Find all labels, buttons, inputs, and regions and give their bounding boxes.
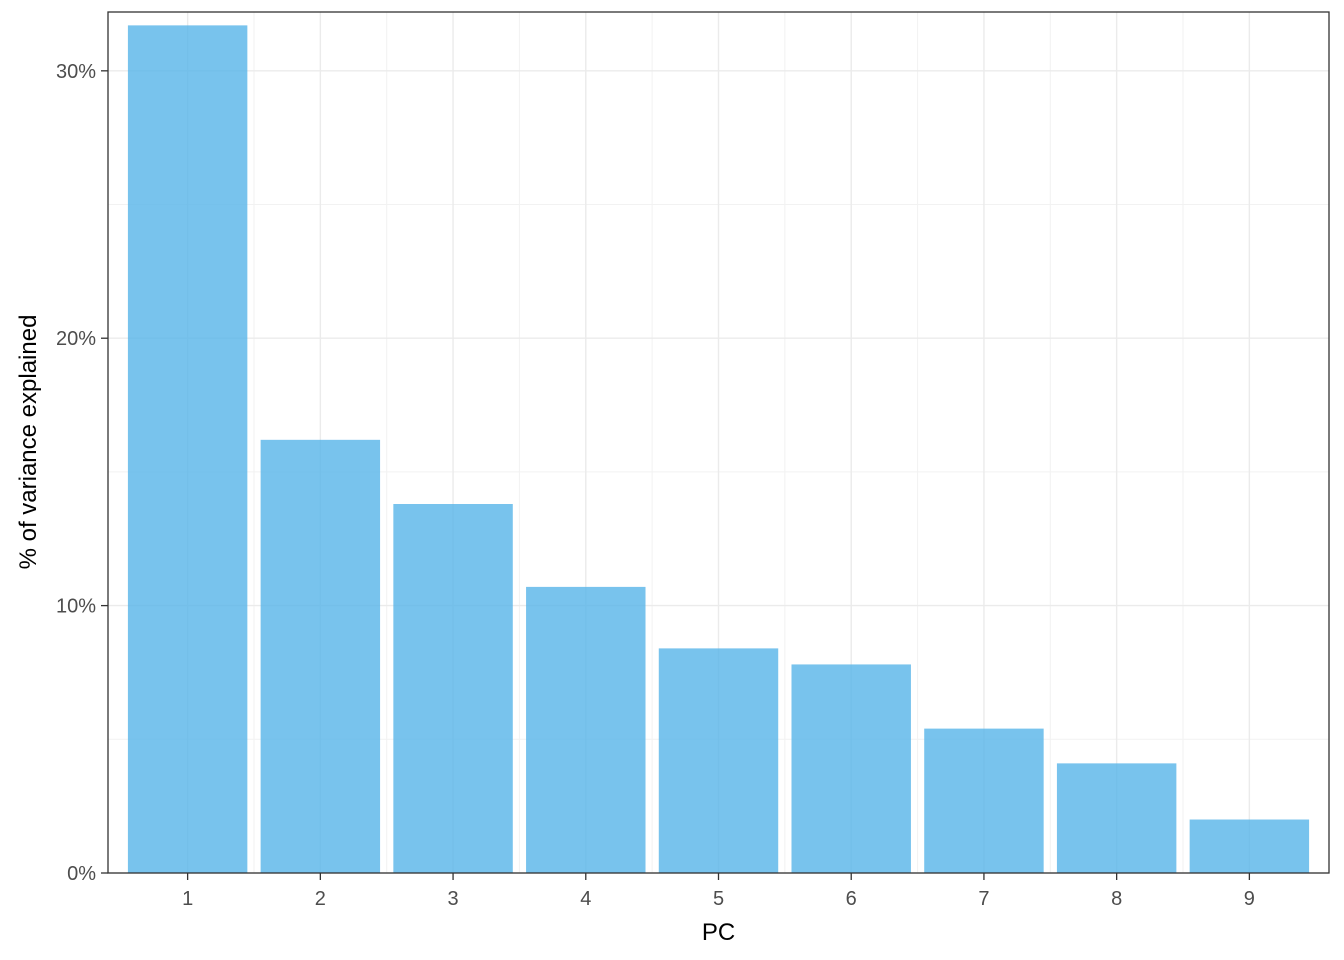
y-tick-label: 20%	[56, 328, 96, 350]
bar-pc-5	[658, 648, 779, 873]
y-tick-label: 10%	[56, 596, 96, 618]
bars	[127, 25, 1310, 873]
y-tick-label: 30%	[56, 61, 96, 83]
bar-pc-9	[1189, 819, 1310, 873]
x-tick-label: 7	[978, 888, 989, 910]
bar-pc-6	[791, 664, 911, 873]
bar-pc-7	[924, 728, 1044, 873]
x-tick-label: 6	[846, 888, 857, 910]
x-tick-label: 5	[713, 888, 724, 910]
x-axis: 1 2 3 4 5 6 7 8 9	[182, 873, 1255, 910]
bar-pc-4	[526, 586, 646, 873]
x-tick-label: 2	[315, 888, 326, 910]
bar-pc-1	[127, 25, 248, 873]
y-axis-title: % of variance explained	[15, 315, 42, 570]
x-axis-title: PC	[702, 919, 735, 946]
x-tick-label: 3	[448, 888, 459, 910]
y-tick-label: 0%	[67, 863, 96, 885]
x-tick-label: 4	[580, 888, 591, 910]
y-axis: 0% 10% 20% 30%	[56, 61, 108, 885]
x-tick-label: 1	[182, 888, 193, 910]
bar-pc-2	[260, 439, 381, 873]
x-tick-label: 8	[1111, 888, 1122, 910]
bar-pc-3	[393, 504, 513, 873]
bar-pc-8	[1056, 763, 1177, 873]
x-tick-label: 9	[1244, 888, 1255, 910]
